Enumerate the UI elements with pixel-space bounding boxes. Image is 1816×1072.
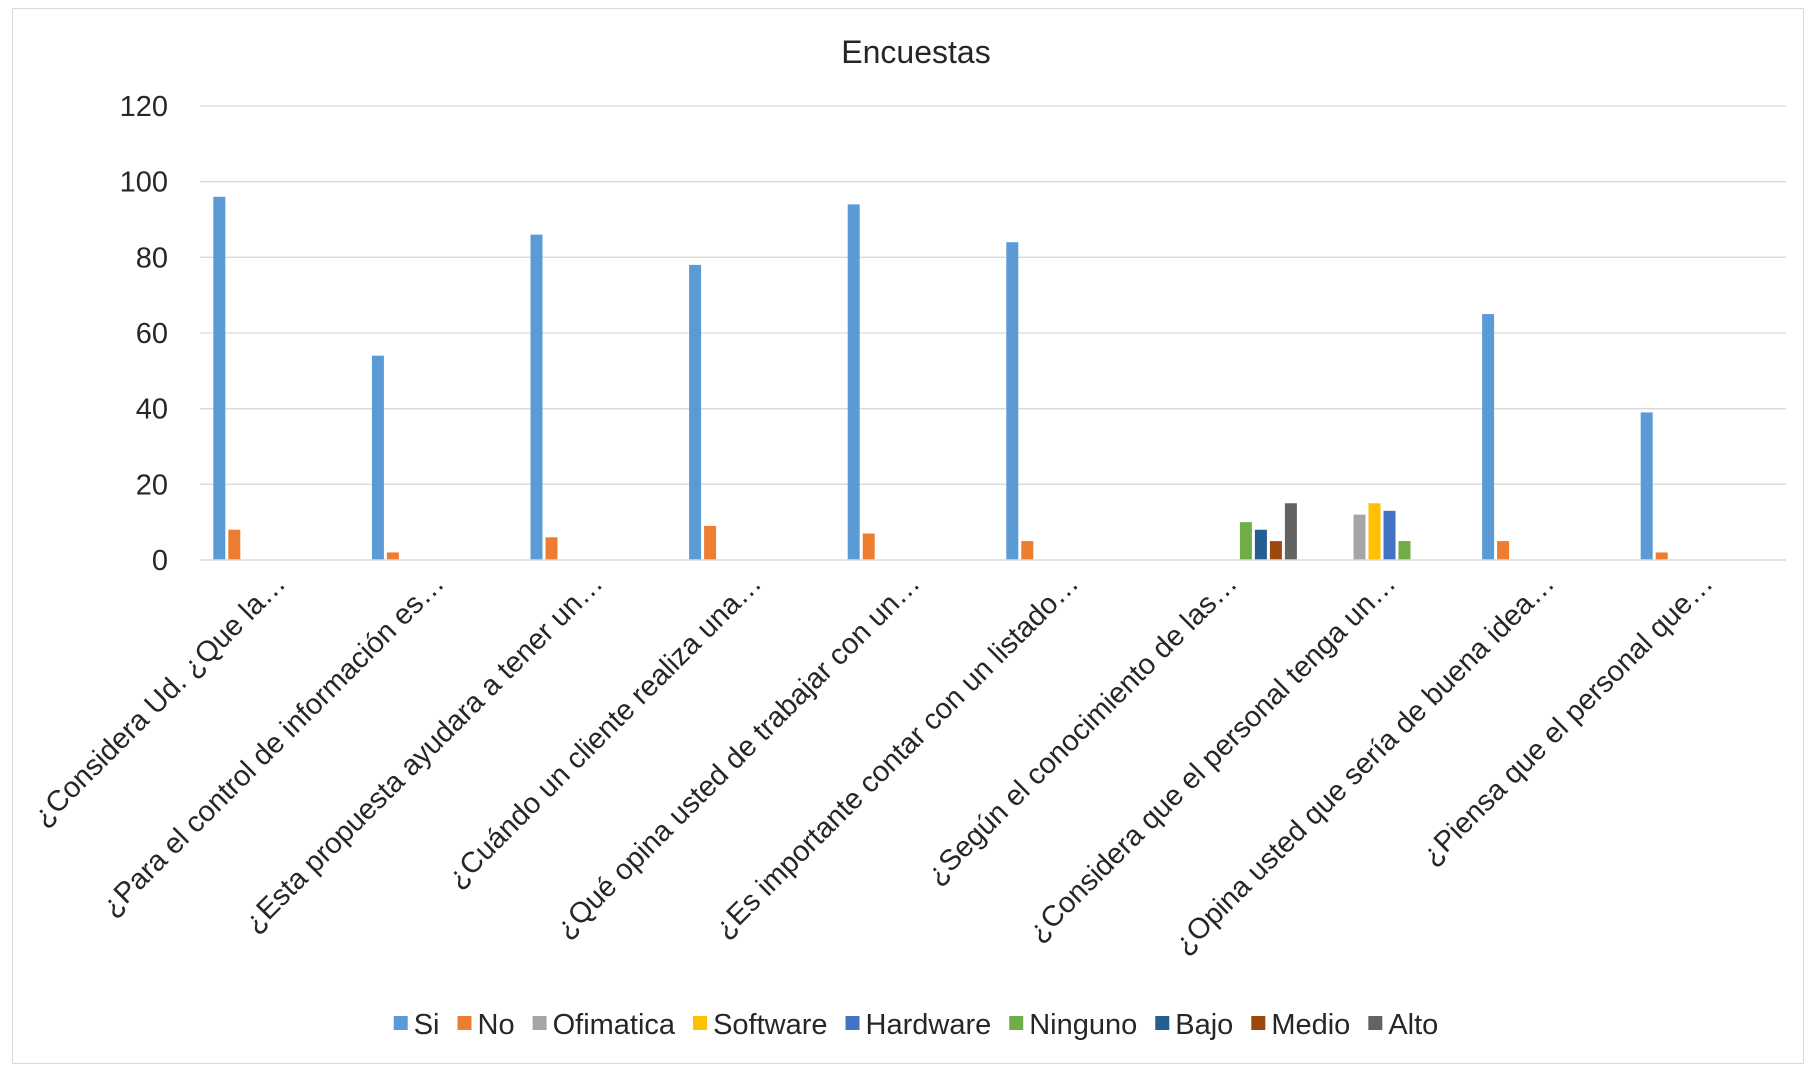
bar-no [1497, 541, 1510, 560]
bar-no [386, 552, 399, 560]
category-label: ¿Considera Ud. ¿Que la… [27, 567, 292, 832]
y-tick-label: 120 [120, 91, 168, 123]
chart-frame [12, 8, 1804, 1064]
y-tick-label: 20 [136, 469, 168, 501]
legend-swatch [532, 1016, 547, 1030]
bar-hardware [1383, 510, 1396, 560]
legend-swatch [845, 1016, 860, 1030]
legend-swatch [1251, 1016, 1266, 1030]
bar-si [530, 234, 543, 560]
y-tick-label: 100 [120, 167, 168, 199]
legend-item-software: Software [693, 1009, 828, 1041]
bar-medio [1269, 541, 1282, 560]
bar-software [1368, 503, 1381, 560]
bar-ninguno [1239, 522, 1252, 560]
legend-label: Software [713, 1009, 827, 1041]
legend-swatch [1155, 1016, 1170, 1030]
category-label: ¿Piensa que el personal que… [1415, 567, 1719, 871]
category-labels: ¿Considera Ud. ¿Que la…¿Para el control … [27, 567, 1720, 960]
legend-item-no: No [457, 1009, 515, 1041]
legend-item-ofimatica: Ofimatica [532, 1009, 676, 1041]
legend-label: Alto [1388, 1009, 1438, 1041]
legend-item-ninguno: Ninguno [1009, 1009, 1137, 1041]
bar-si [1640, 412, 1653, 560]
category-label: ¿Es importante contar con un listado… [708, 567, 1085, 944]
bar-alto [1284, 503, 1297, 560]
bar-no [1655, 552, 1668, 560]
chart-title: Encuestas [841, 34, 990, 70]
y-tick-label: 60 [136, 318, 168, 350]
category-label: ¿Para el control de información es… [95, 567, 450, 922]
legend-item-hardware: Hardware [845, 1009, 992, 1041]
legend-label: No [478, 1009, 515, 1041]
category-label: ¿Qué opina usted de trabajar con un… [549, 567, 926, 944]
bar-si [847, 204, 860, 560]
category-label: ¿Esta propuesta ayudara a tener un… [238, 567, 609, 938]
bar-no [862, 533, 875, 560]
bar-bajo [1254, 529, 1267, 560]
legend-swatch [393, 1016, 408, 1030]
legend-swatch [1368, 1016, 1383, 1030]
legend-item-alto: Alto [1368, 1009, 1438, 1041]
bar-si [213, 196, 226, 561]
bar-si [1006, 242, 1019, 560]
category-label: ¿Cuándo un cliente realiza una… [441, 567, 768, 894]
bar-no [704, 525, 717, 560]
legend-swatch [457, 1016, 472, 1030]
bar-si [1482, 314, 1495, 560]
y-tick-label: 40 [136, 394, 168, 426]
bar-ninguno [1398, 541, 1411, 560]
bar-no [228, 529, 241, 560]
legend-item-bajo: Bajo [1155, 1009, 1233, 1041]
gridlines [200, 105, 1786, 485]
legend-item-medio: Medio [1251, 1009, 1350, 1041]
legend-label: Ofimatica [553, 1009, 676, 1041]
bar-no [545, 537, 558, 560]
y-tick-label: 80 [136, 242, 168, 274]
legend-label: Hardware [866, 1009, 992, 1041]
category-label: ¿Según el conocimiento de las… [920, 567, 1244, 891]
y-axis-ticks: 0 20 40 60 80 100 120 [120, 91, 168, 577]
legend-label: Medio [1271, 1009, 1350, 1041]
legend: Si No Ofimatica Software Hardware Ninguno Bajo… [393, 1009, 1438, 1041]
bar-si [371, 355, 384, 560]
bar-ofimatica [1353, 514, 1366, 560]
y-tick-label: 0 [152, 545, 168, 577]
bar-si [689, 264, 702, 560]
bars [213, 196, 1668, 561]
bar-no [1021, 541, 1034, 560]
legend-label: Si [414, 1009, 440, 1041]
legend-label: Bajo [1175, 1009, 1233, 1041]
legend-swatch [1009, 1016, 1024, 1030]
legend-label: Ninguno [1029, 1009, 1137, 1041]
category-label: ¿Considera que el personal tenga un… [1022, 567, 1403, 948]
legend-swatch [693, 1016, 708, 1030]
legend-item-si: Si [393, 1009, 440, 1041]
